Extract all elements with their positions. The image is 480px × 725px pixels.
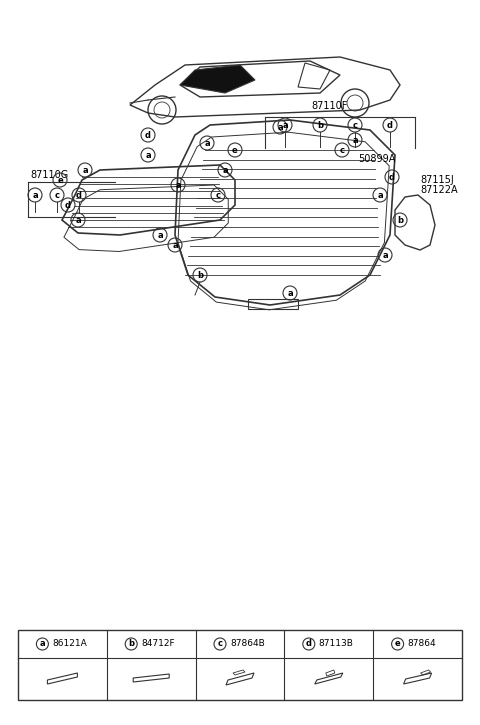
Text: e: e: [232, 146, 238, 154]
Text: 87115J: 87115J: [420, 175, 454, 185]
Text: d: d: [76, 191, 82, 199]
Text: a: a: [145, 151, 151, 160]
Text: 87864: 87864: [408, 639, 436, 648]
Text: 87110G: 87110G: [30, 170, 68, 180]
Text: b: b: [397, 215, 403, 225]
Text: 87864B: 87864B: [230, 639, 265, 648]
Text: a: a: [382, 251, 388, 260]
Text: c: c: [55, 191, 60, 199]
Text: d: d: [387, 120, 393, 130]
Text: 50899A: 50899A: [358, 154, 396, 164]
Text: 87122A: 87122A: [420, 185, 457, 195]
Bar: [18, 630, 462, 700]
Text: d: d: [65, 201, 71, 210]
Text: e: e: [57, 175, 63, 184]
Text: a: a: [157, 231, 163, 239]
Text: b: b: [197, 270, 203, 280]
Text: a: a: [175, 181, 181, 189]
Text: c: c: [217, 639, 223, 648]
Text: a: a: [352, 136, 358, 144]
Text: d: d: [389, 173, 395, 181]
Bar: [248, 299, 298, 309]
Text: d: d: [306, 639, 312, 648]
Text: c: c: [216, 191, 220, 199]
Text: a: a: [282, 120, 288, 130]
Text: c: c: [352, 120, 358, 130]
Text: a: a: [39, 639, 45, 648]
Text: a: a: [277, 123, 283, 131]
Text: 86121A: 86121A: [52, 639, 87, 648]
Text: c: c: [339, 146, 345, 154]
Text: b: b: [317, 120, 323, 130]
Text: 84712F: 84712F: [141, 639, 175, 648]
Text: b: b: [128, 639, 134, 648]
Text: 87110F: 87110F: [312, 101, 348, 111]
Text: a: a: [32, 191, 38, 199]
Text: a: a: [377, 191, 383, 199]
Text: 87113B: 87113B: [319, 639, 354, 648]
Text: a: a: [204, 138, 210, 147]
Text: a: a: [75, 215, 81, 225]
Text: d: d: [145, 130, 151, 139]
Text: a: a: [82, 165, 88, 175]
Text: e: e: [395, 639, 400, 648]
Text: a: a: [222, 165, 228, 175]
Text: a: a: [172, 241, 178, 249]
Text: a: a: [287, 289, 293, 297]
Polygon shape: [180, 65, 255, 93]
